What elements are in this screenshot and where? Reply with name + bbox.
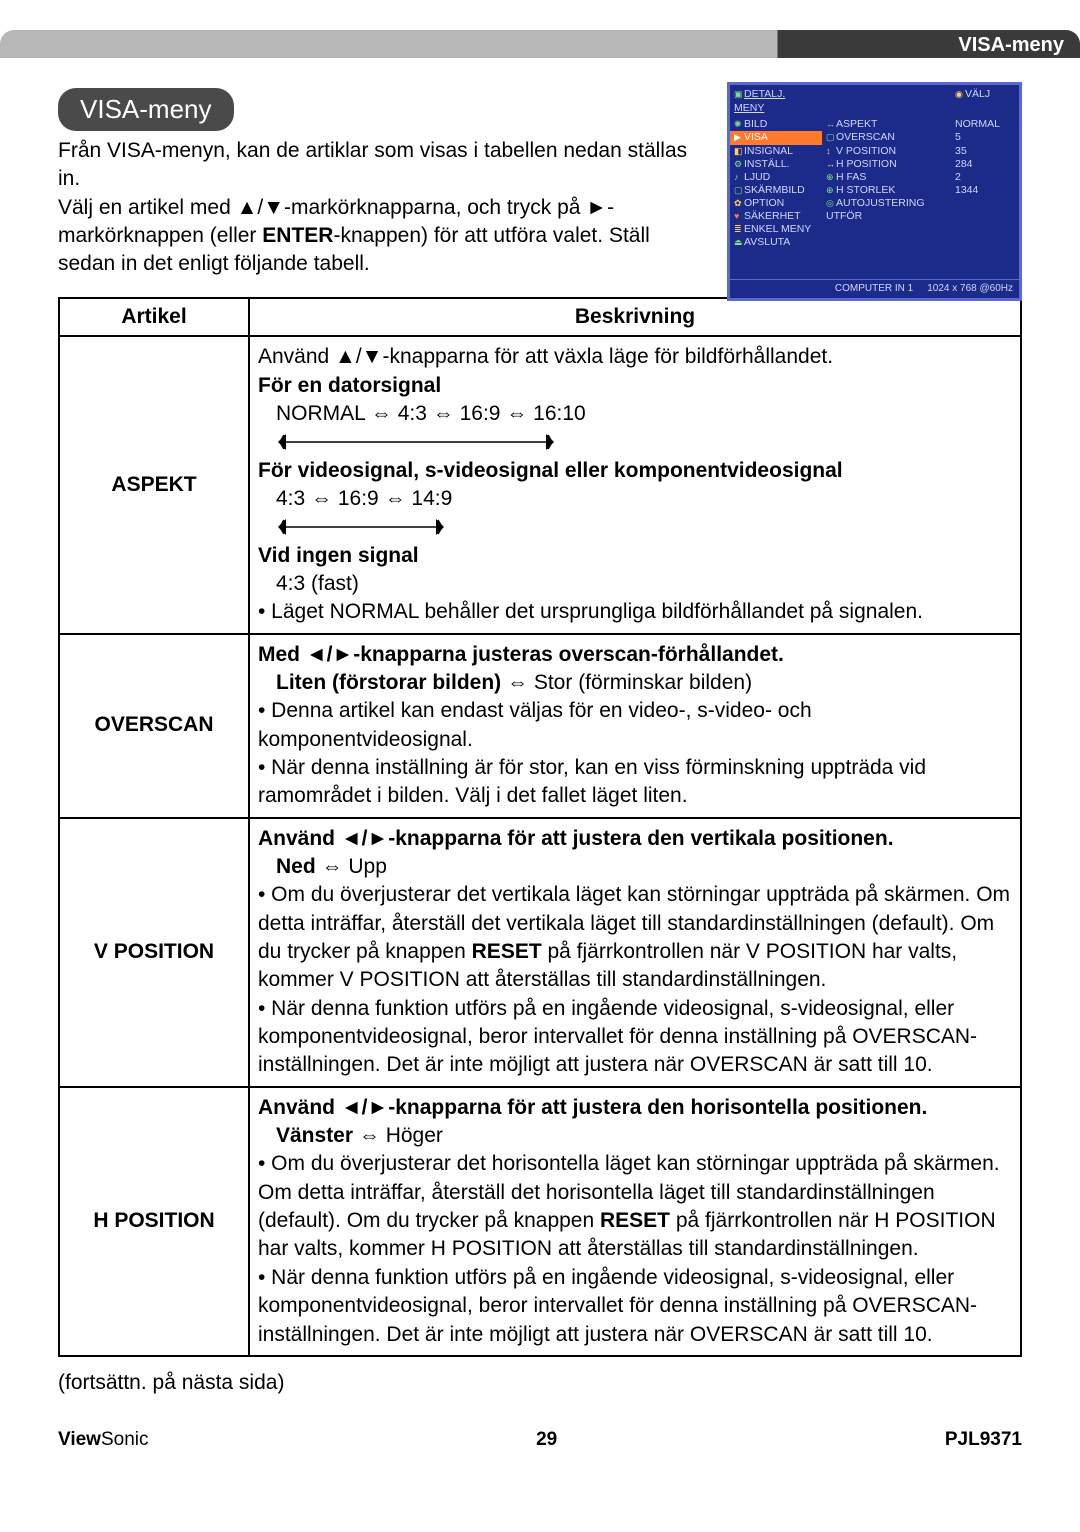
- table-row: ASPEKT Använd ▲/▼-knapparna för att växl…: [59, 336, 1021, 633]
- page-footer: ViewSonic 29 PJL9371: [0, 1427, 1080, 1483]
- footer-brand: ViewSonic: [58, 1427, 149, 1453]
- osd-footer-res: 1024 x 768 @60Hz: [927, 282, 1013, 296]
- intro-text: Från VISA-menyn, kan de artiklar som vis…: [58, 137, 712, 279]
- continuation-note: (fortsättn. på nästa sida): [58, 1369, 1022, 1397]
- table-row: H POSITION Använd ◄/►-knapparna för att …: [59, 1087, 1021, 1356]
- loop-icon: [276, 432, 556, 454]
- col-header-artikel: Artikel: [59, 298, 249, 336]
- row-label-vposition: V POSITION: [59, 818, 249, 1087]
- footer-page-number: 29: [536, 1427, 557, 1453]
- row-label-overscan: OVERSCAN: [59, 634, 249, 818]
- table-row: V POSITION Använd ◄/►-knapparna för att …: [59, 818, 1021, 1087]
- header-band-label: VISA-meny: [958, 32, 1064, 59]
- page-content: ▣DETALJ. MENY ◉VÄLJ ✺BILD ▶VISA ◧INSIGNA…: [0, 64, 1080, 1397]
- table-row: OVERSCAN Med ◄/►-knapparna justeras over…: [59, 634, 1021, 818]
- settings-table: Artikel Beskrivning ASPEKT Använd ▲/▼-kn…: [58, 297, 1022, 1357]
- osd-mid-menu: ↔ASPEKT ▢OVERSCAN ↕V POSITION ↔H POSITIO…: [822, 117, 951, 250]
- osd-header-right: VÄLJ: [965, 88, 990, 100]
- header-band: VISA-meny: [0, 30, 1080, 58]
- footer-model: PJL9371: [945, 1427, 1022, 1453]
- osd-left-menu: ✺BILD ▶VISA ◧INSIGNAL ⚙INSTÄLL. ♪LJUD ▢S…: [730, 117, 822, 250]
- col-header-beskrivning: Beskrivning: [249, 298, 1021, 336]
- row-label-aspekt: ASPEKT: [59, 336, 249, 633]
- osd-right-values: NORMAL 5 35 284 2 1344: [951, 117, 1019, 250]
- loop-icon: [276, 517, 446, 539]
- page-title: VISA-meny: [58, 88, 234, 131]
- row-label-hposition: H POSITION: [59, 1087, 249, 1356]
- osd-footer-input: COMPUTER IN 1: [835, 282, 913, 296]
- osd-preview: ▣DETALJ. MENY ◉VÄLJ ✺BILD ▶VISA ◧INSIGNA…: [727, 82, 1022, 301]
